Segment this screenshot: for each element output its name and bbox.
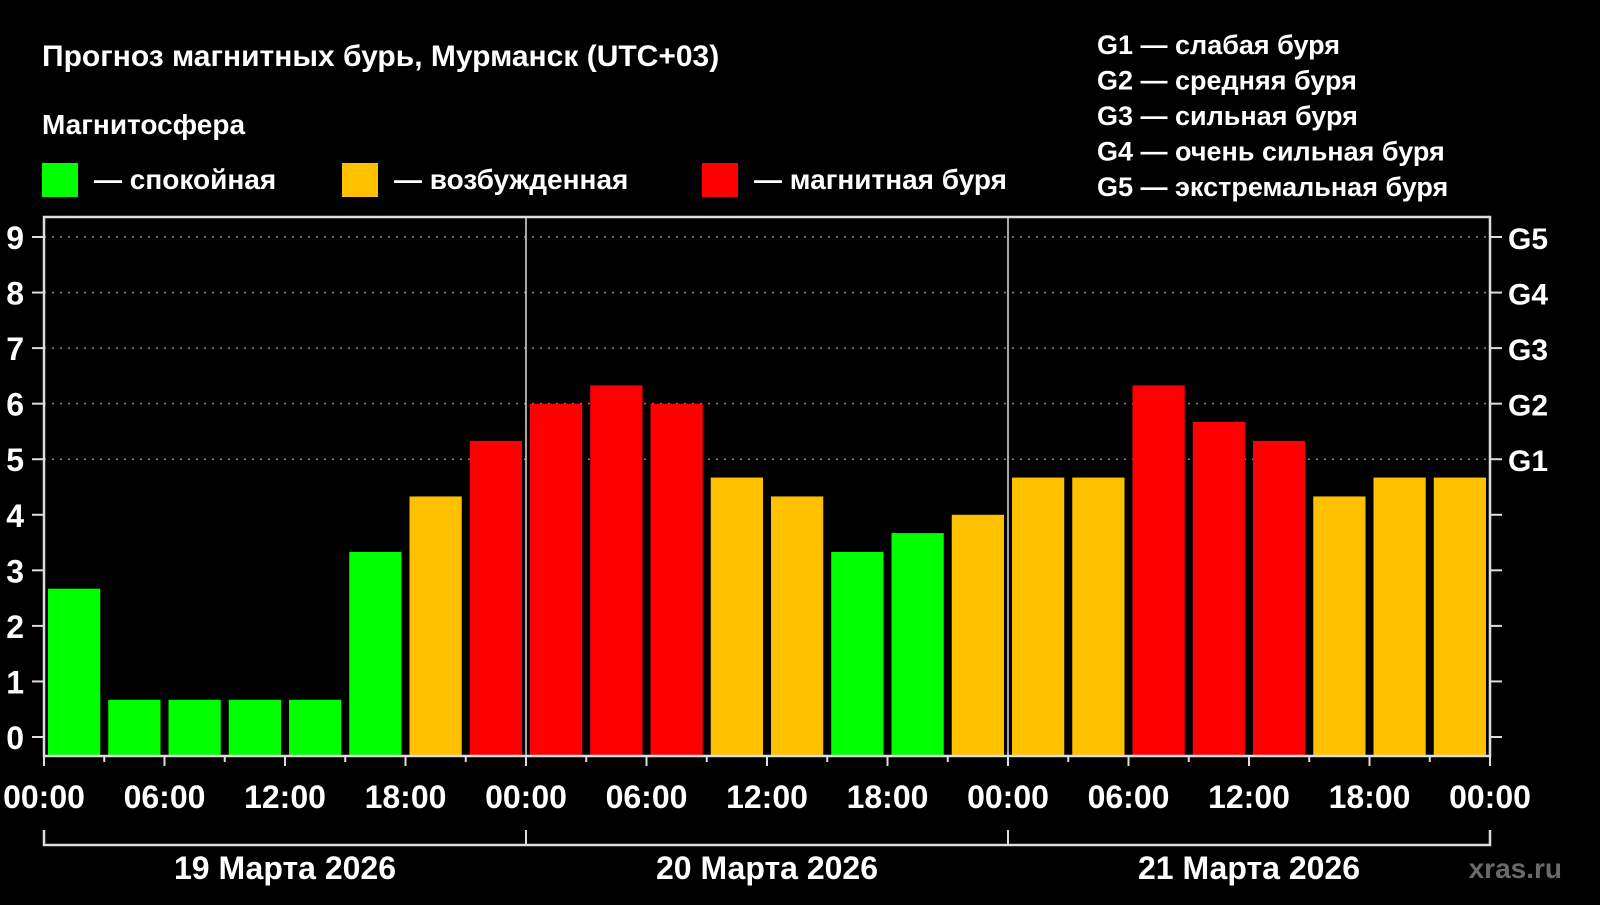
y-tick-label: 1 xyxy=(6,664,24,700)
legend-swatch-calm xyxy=(42,163,78,197)
bar-excited xyxy=(771,496,824,755)
g-legend-item: G1 — слабая буря xyxy=(1097,30,1340,60)
x-tick-label: 12:00 xyxy=(726,779,808,815)
x-tick-label: 00:00 xyxy=(485,779,567,815)
watermark: xras.ru xyxy=(1469,853,1562,884)
legend-label-calm: — спокойная xyxy=(94,164,276,195)
day-label: 21 Марта 2026 xyxy=(1138,850,1360,886)
bar-storm xyxy=(1192,422,1245,755)
legend-swatch-excited xyxy=(342,163,378,197)
y-tick-label: 5 xyxy=(6,442,24,478)
bar-excited xyxy=(1313,496,1366,755)
y-tick-label: 9 xyxy=(6,220,24,256)
plot-area: 0 1 2 3 4 5 6 7 8 9 G1 G2 G3 G4 G5 00:00 06:00 12:00 18:00… xyxy=(3,215,1548,886)
x-tick-label: 06:00 xyxy=(1088,779,1170,815)
bar-calm xyxy=(48,588,101,755)
g-legend-item: G2 — средняя буря xyxy=(1097,66,1357,96)
day-label: 19 Марта 2026 xyxy=(174,850,396,886)
right-tick-label: G3 xyxy=(1508,334,1548,367)
g-legend-item: G5 — экстремальная буря xyxy=(1097,172,1448,202)
g-legend-item: G4 — очень сильная буря xyxy=(1097,137,1445,167)
bar-excited xyxy=(1072,477,1125,755)
bar-excited xyxy=(1373,477,1426,755)
x-tick-label: 12:00 xyxy=(244,779,326,815)
x-tick-label: 18:00 xyxy=(1329,779,1411,815)
y-tick-label: 2 xyxy=(6,609,24,645)
y-tick-label: 4 xyxy=(6,498,24,534)
bar-excited xyxy=(409,496,462,755)
bar-excited xyxy=(1012,477,1065,755)
x-tick-label: 06:00 xyxy=(124,779,206,815)
right-tick-label: G5 xyxy=(1508,223,1548,256)
legend: — спокойная — возбужденная — магнитная бур… xyxy=(42,163,1007,197)
y-tick-label: 6 xyxy=(6,387,24,423)
bar-excited xyxy=(951,514,1004,755)
bar-storm xyxy=(590,385,643,755)
bar-storm xyxy=(650,403,703,755)
legend-title: Магнитосфера xyxy=(42,109,245,140)
bar-storm xyxy=(469,440,522,755)
y-tick-label: 3 xyxy=(6,553,24,589)
bar-excited xyxy=(710,477,763,755)
bar-storm xyxy=(1253,440,1306,755)
day-label: 20 Марта 2026 xyxy=(656,850,878,886)
legend-label-excited: — возбужденная xyxy=(394,164,628,195)
bar-calm xyxy=(108,699,161,755)
day-bracket xyxy=(42,830,1492,847)
right-tick-label: G1 xyxy=(1508,445,1548,478)
bar-calm xyxy=(891,533,944,755)
bar-excited xyxy=(1433,477,1486,755)
legend-swatch-storm xyxy=(702,163,738,197)
bar-calm xyxy=(228,699,281,755)
g-legend-item: G3 — сильная буря xyxy=(1097,101,1358,131)
g-scale-legend: G1 — слабая буря G2 — средняя буря G3 — си… xyxy=(1097,30,1448,202)
bar-storm xyxy=(530,403,583,755)
bar-calm xyxy=(168,699,221,755)
right-tick-label: G2 xyxy=(1508,390,1548,423)
bar-calm xyxy=(831,552,884,755)
x-tick-label: 00:00 xyxy=(967,779,1049,815)
y-tick-label: 7 xyxy=(6,331,24,367)
right-tick-label: G4 xyxy=(1508,279,1548,312)
bar-calm xyxy=(349,552,402,755)
x-tick-label: 00:00 xyxy=(1449,779,1531,815)
legend-label-storm: — магнитная буря xyxy=(754,164,1007,195)
x-tick-label: 12:00 xyxy=(1208,779,1290,815)
x-tick-label: 06:00 xyxy=(606,779,688,815)
y-tick-label: 8 xyxy=(6,276,24,312)
bar-storm xyxy=(1132,385,1185,755)
chart-title: Прогноз магнитных бурь, Мурманск (UTC+03… xyxy=(42,40,719,73)
x-tick-label: 18:00 xyxy=(847,779,929,815)
x-tick-label: 18:00 xyxy=(365,779,447,815)
bar-calm xyxy=(289,699,342,755)
x-tick-label: 00:00 xyxy=(3,779,85,815)
y-tick-label: 0 xyxy=(6,720,24,756)
